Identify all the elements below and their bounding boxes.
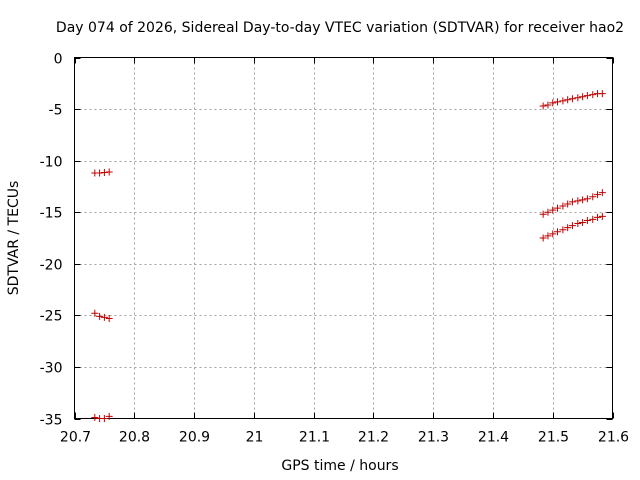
series-track-d xyxy=(539,90,606,110)
data-point xyxy=(100,415,108,422)
data-point xyxy=(583,92,591,100)
y-tick-labels: 0 -5 -10 -15 -20 -25 -30 -35 xyxy=(40,52,63,429)
data-point xyxy=(100,169,108,177)
data-point xyxy=(549,99,557,107)
y-tick-label: -15 xyxy=(40,206,63,222)
data-point xyxy=(568,95,576,103)
chart-title: Day 074 of 2026, Sidereal Day-to-day VTE… xyxy=(56,20,624,36)
x-tick-label: 21.1 xyxy=(299,430,330,446)
data-point xyxy=(559,97,567,105)
data-point xyxy=(554,98,562,106)
data-point xyxy=(559,226,567,234)
data-point xyxy=(598,90,606,98)
y-tick-label: -30 xyxy=(40,361,63,377)
data-point xyxy=(544,208,552,216)
data-point xyxy=(589,215,597,223)
data-point xyxy=(579,196,587,204)
x-tick-label: 21.5 xyxy=(538,430,569,446)
x-tick-label: 21.3 xyxy=(418,430,449,446)
data-point xyxy=(96,169,104,177)
x-tick-label: 21.4 xyxy=(478,430,509,446)
data-point xyxy=(598,189,606,197)
data-point xyxy=(105,412,113,420)
data-point xyxy=(100,313,108,321)
data-point xyxy=(568,222,576,230)
y-tick-label: -5 xyxy=(49,103,63,119)
data-point xyxy=(539,102,547,110)
data-point xyxy=(598,212,606,220)
x-tick-label: 21.2 xyxy=(358,430,389,446)
data-point xyxy=(549,206,557,214)
series-track-e xyxy=(539,189,606,218)
data-point xyxy=(105,168,113,176)
x-tick-labels: 20.7 20.8 20.9 21 21.1 21.2 21.3 21.4 21.5 21.6 xyxy=(60,430,629,446)
series-track-c xyxy=(91,412,113,422)
data-point xyxy=(574,197,582,205)
data-points xyxy=(91,90,606,422)
data-point xyxy=(583,216,591,224)
data-point xyxy=(559,202,567,210)
data-point xyxy=(539,210,547,218)
data-point xyxy=(589,91,597,99)
y-tick-label: -25 xyxy=(40,309,63,325)
data-point xyxy=(544,101,552,109)
series-track-a xyxy=(91,168,113,177)
y-tick-label: -20 xyxy=(40,258,63,274)
data-point xyxy=(96,312,104,320)
data-point xyxy=(549,230,557,238)
series-track-b xyxy=(91,309,113,322)
data-point xyxy=(579,219,587,227)
data-point xyxy=(544,232,552,240)
data-point xyxy=(574,220,582,228)
data-point xyxy=(589,193,597,201)
data-point xyxy=(579,93,587,101)
data-point xyxy=(554,228,562,236)
y-tick-label: 0 xyxy=(54,52,63,68)
data-point xyxy=(564,224,572,232)
x-tick-label: 20.7 xyxy=(60,430,91,446)
x-tick-label: 20.9 xyxy=(179,430,210,446)
grid-lines xyxy=(74,57,613,419)
data-point xyxy=(564,200,572,208)
data-point xyxy=(574,94,582,102)
data-point xyxy=(594,191,602,199)
data-point xyxy=(564,96,572,104)
data-point xyxy=(105,314,113,322)
data-point xyxy=(91,413,99,421)
y-tick-label: -10 xyxy=(40,155,63,171)
x-tick-label: 21.6 xyxy=(598,430,629,446)
series-track-f xyxy=(539,212,606,242)
y-axis-title: SDTVAR / TECUs xyxy=(6,181,22,296)
data-point xyxy=(91,309,99,317)
x-tick-label: 20.8 xyxy=(119,430,150,446)
data-point xyxy=(539,234,547,242)
y-tick-label: -35 xyxy=(40,413,63,429)
data-point xyxy=(583,195,591,203)
x-tick-label: 21 xyxy=(246,430,264,446)
data-point xyxy=(554,204,562,212)
axis-ticks xyxy=(74,57,614,420)
x-axis-title: GPS time / hours xyxy=(281,458,398,474)
plot-frame xyxy=(74,57,613,419)
data-point xyxy=(568,198,576,206)
data-point xyxy=(594,213,602,221)
